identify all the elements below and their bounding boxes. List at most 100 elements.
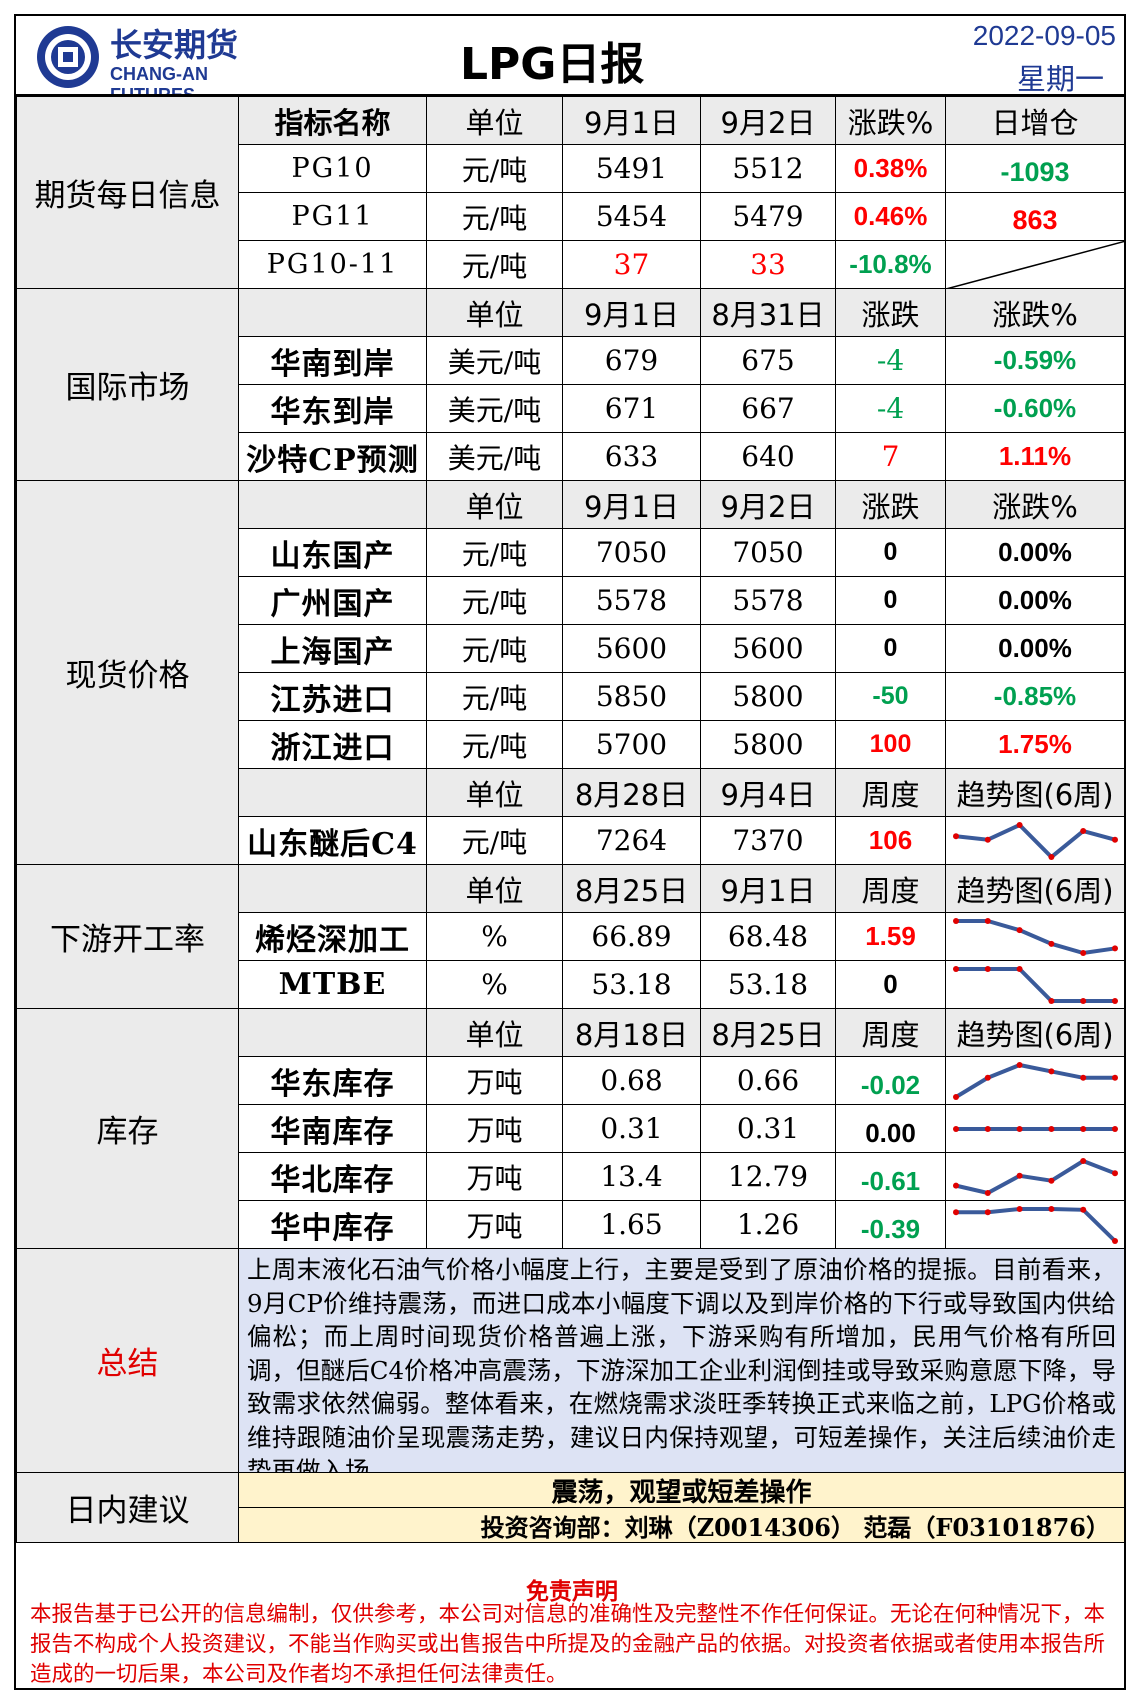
blank-header-cell <box>238 768 427 817</box>
unit-cell: 元/吨 <box>426 576 563 625</box>
change-pct-cell: 0.00% <box>945 528 1125 577</box>
sparkline-marker <box>1048 1177 1055 1184</box>
sparkline-marker <box>1048 1125 1055 1132</box>
disclaimer-text: 本报告基于已公开的信息编制，仅供参考，本公司对信息的准确性及完整性不作任何保证。… <box>30 1602 1106 1687</box>
column-header: 涨跌 <box>835 288 946 337</box>
value-cell: 1.26 <box>700 1200 836 1249</box>
change-cell: -4 <box>835 336 946 385</box>
sparkline-marker <box>953 1093 959 1100</box>
change-pct-cell: 0.00% <box>945 576 1125 625</box>
value-cell: 5512 <box>700 144 836 193</box>
indicator-name: MTBE <box>238 960 427 1009</box>
change-cell: 0 <box>835 528 946 577</box>
sparkline-marker <box>1112 1125 1118 1132</box>
column-header: 8月18日 <box>562 1008 701 1057</box>
value-cell: 0.31 <box>700 1104 836 1153</box>
unit-cell: 万吨 <box>426 1152 563 1201</box>
sparkline-marker <box>1112 997 1118 1004</box>
trend-chart-cell <box>945 960 1125 1009</box>
value-cell: 667 <box>700 384 836 433</box>
indicator-name: 华南到岸 <box>238 336 427 385</box>
sparkline-marker <box>1080 1074 1087 1081</box>
column-header: 涨跌 <box>835 480 946 529</box>
sparkline-marker <box>1016 821 1023 828</box>
sparkline-marker <box>1016 1205 1023 1212</box>
column-header: 涨跌% <box>945 288 1125 337</box>
value-cell: 5479 <box>700 192 836 241</box>
sparkline-marker <box>1112 1237 1118 1244</box>
unit-cell: 万吨 <box>426 1056 563 1105</box>
sparkline-marker <box>1016 1172 1023 1179</box>
sparkline-marker <box>984 1125 991 1132</box>
sparkline-marker <box>1080 827 1087 834</box>
value-cell: 68.48 <box>700 912 836 961</box>
indicator-name: 沙特CP预测 <box>238 432 427 481</box>
weekly-change-cell: 1.59 <box>835 912 946 961</box>
sparkline-marker <box>1080 997 1087 1004</box>
section-label-advice: 日内建议 <box>16 1472 239 1543</box>
change-pct-cell: 0.38% <box>835 144 946 193</box>
column-header: 单位 <box>426 1008 563 1057</box>
sparkline-marker <box>953 832 959 839</box>
value-cell: 5578 <box>700 576 836 625</box>
column-header: 8月25日 <box>700 1008 836 1057</box>
unit-cell: 万吨 <box>426 1104 563 1153</box>
weekly-change-cell: -0.61 <box>835 1152 946 1201</box>
section-label-inventory: 库存 <box>16 1008 239 1249</box>
value-cell: 53.18 <box>700 960 836 1009</box>
blank-header-cell <box>238 864 427 913</box>
trend-chart-cell <box>945 1152 1125 1201</box>
sparkline-marker <box>1048 1067 1055 1074</box>
unit-cell: 元/吨 <box>426 240 563 289</box>
trend-sparkline-icon <box>953 965 1118 1004</box>
value-cell: 5600 <box>562 624 701 673</box>
sparkline-marker <box>1112 944 1118 951</box>
unit-cell: 元/吨 <box>426 816 563 865</box>
value-cell: 5700 <box>562 720 701 769</box>
indicator-name: 华北库存 <box>238 1152 427 1201</box>
change-pct-cell: 1.75% <box>945 720 1125 769</box>
indicator-name: 广州国产 <box>238 576 427 625</box>
section-label-summary: 总结 <box>16 1248 239 1473</box>
report-date: 2022-09-05 <box>972 20 1116 51</box>
value-cell: 5800 <box>700 672 836 721</box>
blank-header-cell <box>238 288 427 337</box>
value-cell: 7050 <box>700 528 836 577</box>
trend-chart-cell <box>945 1056 1125 1105</box>
value-cell: 679 <box>562 336 701 385</box>
trend-chart-cell <box>945 912 1125 961</box>
indicator-name: 华中库存 <box>238 1200 427 1249</box>
open-interest-change-cell: 863 <box>945 192 1125 241</box>
value-cell: 5600 <box>700 624 836 673</box>
column-header: 9月1日 <box>562 96 701 145</box>
column-header: 9月4日 <box>700 768 836 817</box>
indicator-name: PG10-11 <box>238 240 427 289</box>
value-cell: 1.65 <box>562 1200 701 1249</box>
trend-sparkline-icon <box>953 1061 1118 1100</box>
sparkline-marker <box>984 1208 991 1215</box>
value-cell: 5800 <box>700 720 836 769</box>
column-header: 日增仓 <box>945 96 1125 145</box>
unit-cell: % <box>426 960 563 1009</box>
column-header: 单位 <box>426 480 563 529</box>
value-cell: 633 <box>562 432 701 481</box>
sparkline-marker <box>1016 965 1023 972</box>
section-label-downstream: 下游开工率 <box>16 864 239 1009</box>
advice-text: 震荡，观望或短差操作 <box>238 1472 1125 1509</box>
unit-cell: 美元/吨 <box>426 384 563 433</box>
sparkline-marker <box>953 1182 959 1189</box>
sparkline-marker <box>984 1189 991 1196</box>
sparkline-marker <box>1080 1157 1087 1164</box>
unit-cell: 元/吨 <box>426 720 563 769</box>
sparkline-marker <box>1016 1061 1023 1068</box>
unit-cell: 美元/吨 <box>426 432 563 481</box>
value-cell: 5491 <box>562 144 701 193</box>
weekly-change-cell: -0.02 <box>835 1056 946 1105</box>
empty-diagonal-cell <box>945 240 1125 289</box>
column-header: 涨跌% <box>945 480 1125 529</box>
value-cell: 0.31 <box>562 1104 701 1153</box>
header-divider <box>14 94 1126 96</box>
value-cell: 640 <box>700 432 836 481</box>
change-pct-cell: 1.11% <box>945 432 1125 481</box>
